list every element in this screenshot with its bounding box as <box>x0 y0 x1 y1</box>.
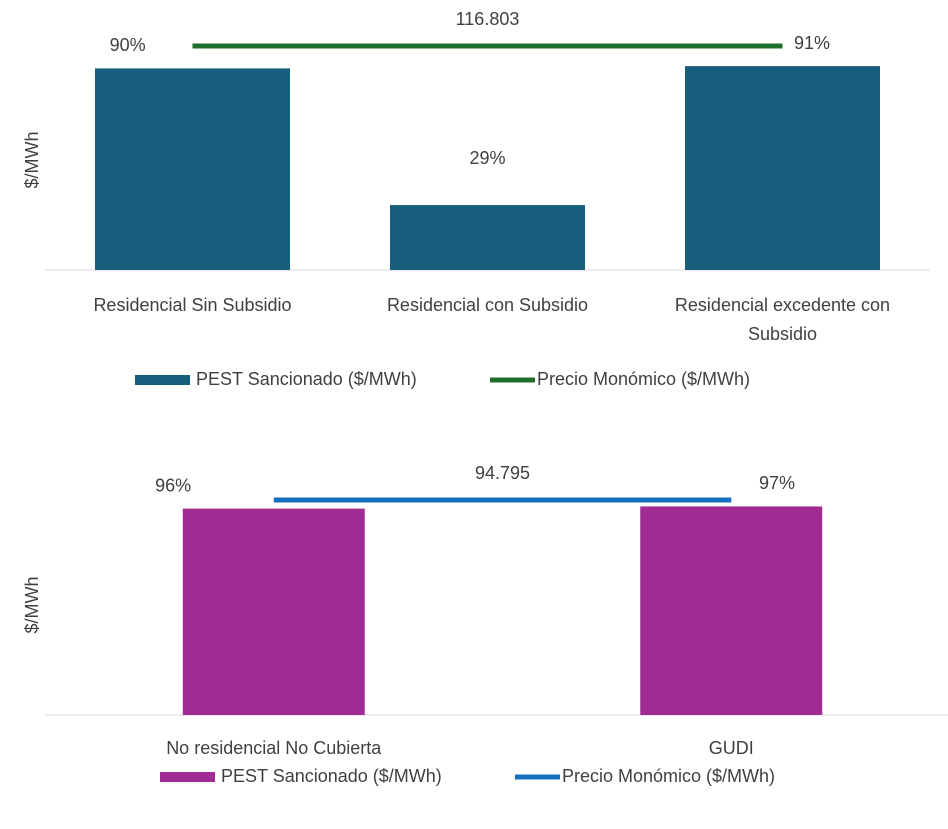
x-tick-label: GUDI <box>709 738 754 758</box>
legend-label: Precio Monómico ($/MWh) <box>537 369 750 389</box>
data-label: 91% <box>794 33 830 53</box>
legend-label: Precio Monómico ($/MWh) <box>562 766 775 786</box>
bar <box>390 205 585 270</box>
bar <box>640 506 823 715</box>
legend-label: PEST Sancionado ($/MWh) <box>196 369 417 389</box>
y-axis-label: $/MWh <box>22 576 42 633</box>
bar <box>95 68 290 271</box>
line-label: 116.803 <box>456 9 520 29</box>
data-label: 97% <box>759 473 795 493</box>
data-label: 96% <box>155 475 191 495</box>
data-label: 29% <box>469 148 505 168</box>
legend-label: PEST Sancionado ($/MWh) <box>221 766 442 786</box>
x-tick-label: No residencial No Cubierta <box>166 738 382 758</box>
x-tick-label: Residencial con Subsidio <box>387 295 588 315</box>
legend-swatch <box>160 772 215 782</box>
line-label: 94.795 <box>475 463 530 483</box>
x-tick-label: Residencial excedente con Subsidio <box>675 295 890 344</box>
legend-swatch <box>135 375 190 385</box>
x-tick-label: Residencial Sin Subsidio <box>93 295 291 315</box>
bar <box>182 508 365 715</box>
bar <box>685 66 880 270</box>
y-axis-label: $/MWh <box>22 131 42 188</box>
data-label: 90% <box>110 35 146 55</box>
